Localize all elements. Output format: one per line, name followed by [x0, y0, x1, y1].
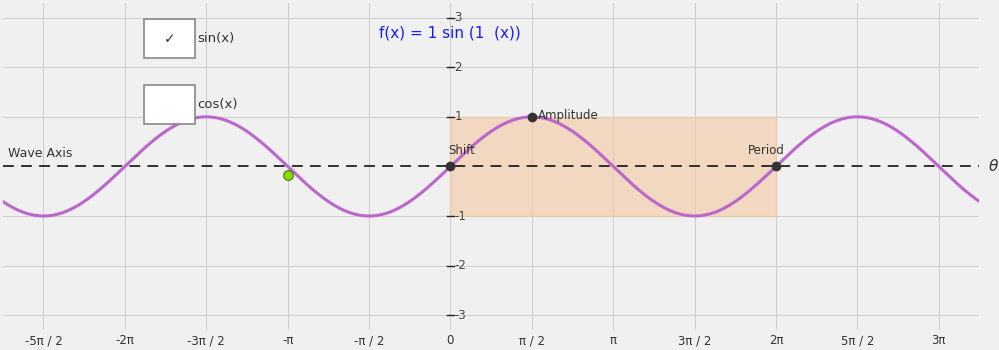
Text: 1: 1 [455, 110, 463, 123]
Text: -2: -2 [455, 259, 467, 272]
Text: Amplitude: Amplitude [538, 109, 598, 122]
Text: Period: Period [747, 145, 784, 158]
Text: θ: θ [989, 159, 998, 174]
Text: Wave Axis: Wave Axis [8, 147, 72, 160]
Text: 2: 2 [455, 61, 463, 74]
Text: 3: 3 [455, 11, 462, 24]
Text: cos(x): cos(x) [197, 98, 238, 111]
FancyBboxPatch shape [145, 85, 195, 124]
Text: -1: -1 [455, 210, 467, 223]
FancyBboxPatch shape [145, 19, 195, 58]
Text: sin(x): sin(x) [197, 32, 235, 45]
Text: Shift: Shift [448, 145, 475, 158]
Text: f(x) = 1 sin (1  (x)): f(x) = 1 sin (1 (x)) [379, 26, 520, 41]
Bar [451, 117, 776, 216]
Text: -3: -3 [455, 309, 467, 322]
Text: ✓: ✓ [164, 32, 176, 46]
